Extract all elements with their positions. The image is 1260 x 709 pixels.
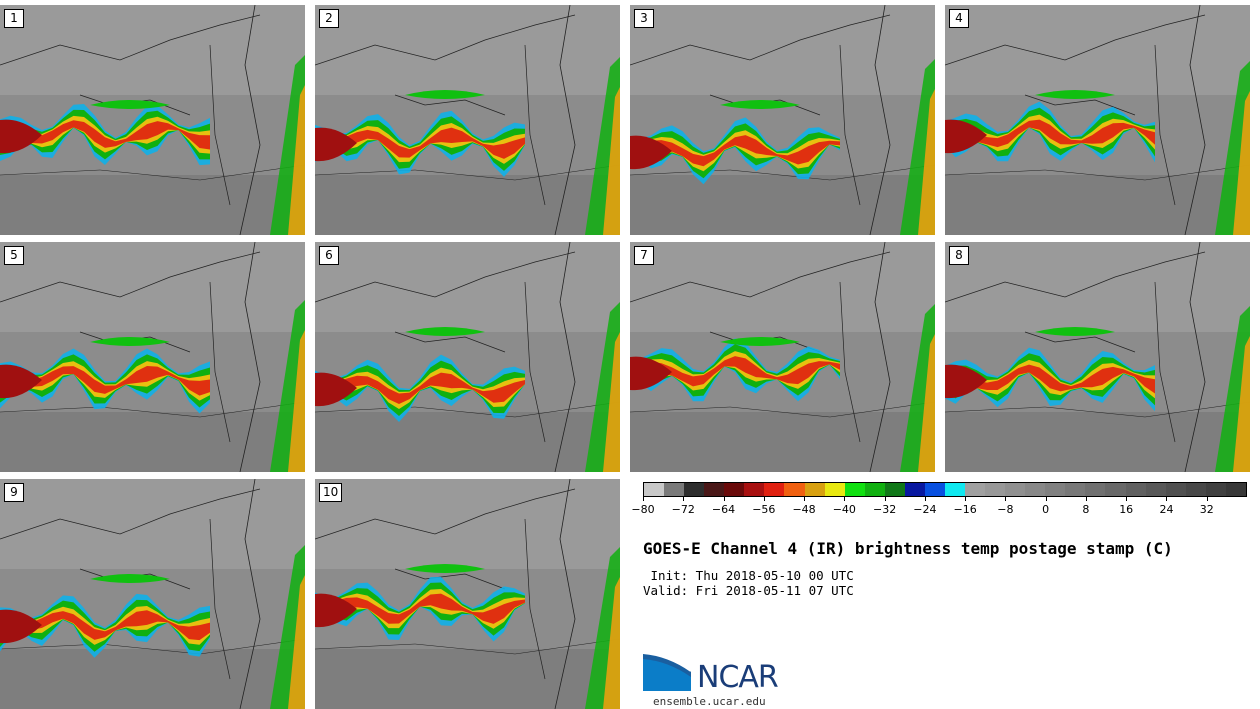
colorbar-segment	[1065, 483, 1086, 496]
ir-map-image	[630, 5, 935, 235]
panel-number: 4	[949, 9, 969, 28]
colorbar-tick-label: 0	[1042, 503, 1050, 516]
ir-map-image	[0, 479, 305, 709]
colorbar-tick-label: −16	[953, 503, 977, 516]
ir-map-image	[630, 242, 935, 472]
ir-panel-1: 1	[0, 5, 305, 235]
colorbar-segment	[804, 483, 825, 496]
logo-url: ensemble.ucar.edu	[653, 695, 766, 708]
colorbar-segment	[1145, 483, 1166, 496]
colorbar-segment	[724, 483, 745, 496]
colorbar-tick	[1206, 497, 1208, 501]
panel-number: 1	[4, 9, 24, 28]
colorbar-segment	[904, 483, 925, 496]
colorbar-segment	[684, 483, 705, 496]
colorbar-tick	[1005, 497, 1007, 501]
ir-panel-7: 7	[630, 242, 935, 472]
colorbar-segment	[1045, 483, 1066, 496]
ir-map-image	[945, 242, 1250, 472]
colorbar-tick	[844, 497, 846, 501]
colorbar-segment	[664, 483, 685, 496]
colorbar-segment	[924, 483, 945, 496]
colorbar-tick	[643, 497, 644, 501]
colorbar-tick	[1126, 497, 1128, 501]
colorbar-tick	[804, 497, 806, 501]
colorbar-tick-label: −80	[631, 503, 655, 516]
colorbar-tick	[965, 497, 967, 501]
colorbar-tick	[723, 497, 725, 501]
colorbar-tick	[884, 497, 886, 501]
colorbar-segment	[784, 483, 805, 496]
ir-panel-5: 5	[0, 242, 305, 472]
colorbar-tick-label: 8	[1082, 503, 1090, 516]
ir-map-image	[945, 5, 1250, 235]
colorbar-tick-label: 24	[1159, 503, 1174, 516]
colorbar-segment	[1105, 483, 1126, 496]
ir-map-image	[315, 5, 620, 235]
colorbar-tick-label: −32	[872, 503, 897, 516]
colorbar-tick	[1166, 497, 1168, 501]
panel-number: 9	[4, 483, 24, 502]
valid-time: Valid: Fri 2018-05-11 07 UTC	[643, 583, 854, 598]
figure-title: GOES-E Channel 4 (IR) brightness temp po…	[643, 539, 1173, 558]
ir-panel-8: 8	[945, 242, 1250, 472]
colorbar-segment	[644, 483, 665, 496]
colorbar-segment	[1225, 483, 1246, 496]
colorbar-segment	[744, 483, 765, 496]
ir-map-image	[0, 5, 305, 235]
colorbar-segment	[864, 483, 885, 496]
colorbar-segment	[985, 483, 1006, 496]
colorbar-tick-label: −48	[792, 503, 816, 516]
colorbar-segment	[764, 483, 785, 496]
colorbar-tick-label: −40	[832, 503, 856, 516]
panel-number: 7	[634, 246, 654, 265]
colorbar-tick-label: −8	[997, 503, 1014, 516]
colorbar-segment	[1185, 483, 1206, 496]
panel-number: 2	[319, 9, 339, 28]
ir-panel-6: 6	[315, 242, 620, 472]
colorbar-tick	[763, 497, 765, 501]
ir-panel-9: 9	[0, 479, 305, 709]
ir-map-image	[315, 242, 620, 472]
panel-number: 5	[4, 246, 24, 265]
colorbar-segment	[884, 483, 905, 496]
colorbar-segment	[965, 483, 986, 496]
ir-map-image	[0, 242, 305, 472]
colorbar-tick	[1045, 497, 1047, 501]
colorbar-tick-label: −56	[752, 503, 776, 516]
colorbar-tick	[1085, 497, 1087, 501]
ir-panel-3: 3	[630, 5, 935, 235]
colorbar-segment	[1085, 483, 1106, 496]
ir-panel-4: 4	[945, 5, 1250, 235]
colorbar-ticks: −80 −72 −64 −56 −48 −40 −32 −24 −16 −8 0 8 16 24 32	[631, 497, 1247, 517]
colorbar-segment	[1125, 483, 1146, 496]
ir-panel-2: 2	[315, 5, 620, 235]
colorbar-segment	[1205, 483, 1226, 496]
colorbar-segment	[704, 483, 725, 496]
colorbar-tick-label: −64	[711, 503, 736, 516]
panel-number: 6	[319, 246, 339, 265]
colorbar-tick	[924, 497, 926, 501]
colorbar-segment	[944, 483, 965, 496]
colorbar-segment	[1025, 483, 1046, 496]
ir-panel-10: 10	[315, 479, 620, 709]
panel-number: 10	[319, 483, 343, 502]
init-time: Init: Thu 2018-05-10 00 UTC	[643, 568, 854, 583]
colorbar	[643, 482, 1247, 497]
panel-number: 8	[949, 246, 969, 265]
colorbar-tick-label: −24	[913, 503, 937, 516]
colorbar-tick	[683, 497, 685, 501]
panel-number: 3	[634, 9, 654, 28]
colorbar-segment	[824, 483, 845, 496]
colorbar-segment	[1005, 483, 1026, 496]
colorbar-segment	[1165, 483, 1186, 496]
colorbar-tick-label: −72	[671, 503, 695, 516]
colorbar-tick-label: 16	[1119, 503, 1134, 516]
colorbar-tick-label: 32	[1199, 503, 1214, 516]
ncar-logo-icon	[643, 652, 692, 691]
logo-text: NCAR	[697, 660, 779, 695]
ir-map-image	[315, 479, 620, 709]
colorbar-segment	[844, 483, 865, 496]
